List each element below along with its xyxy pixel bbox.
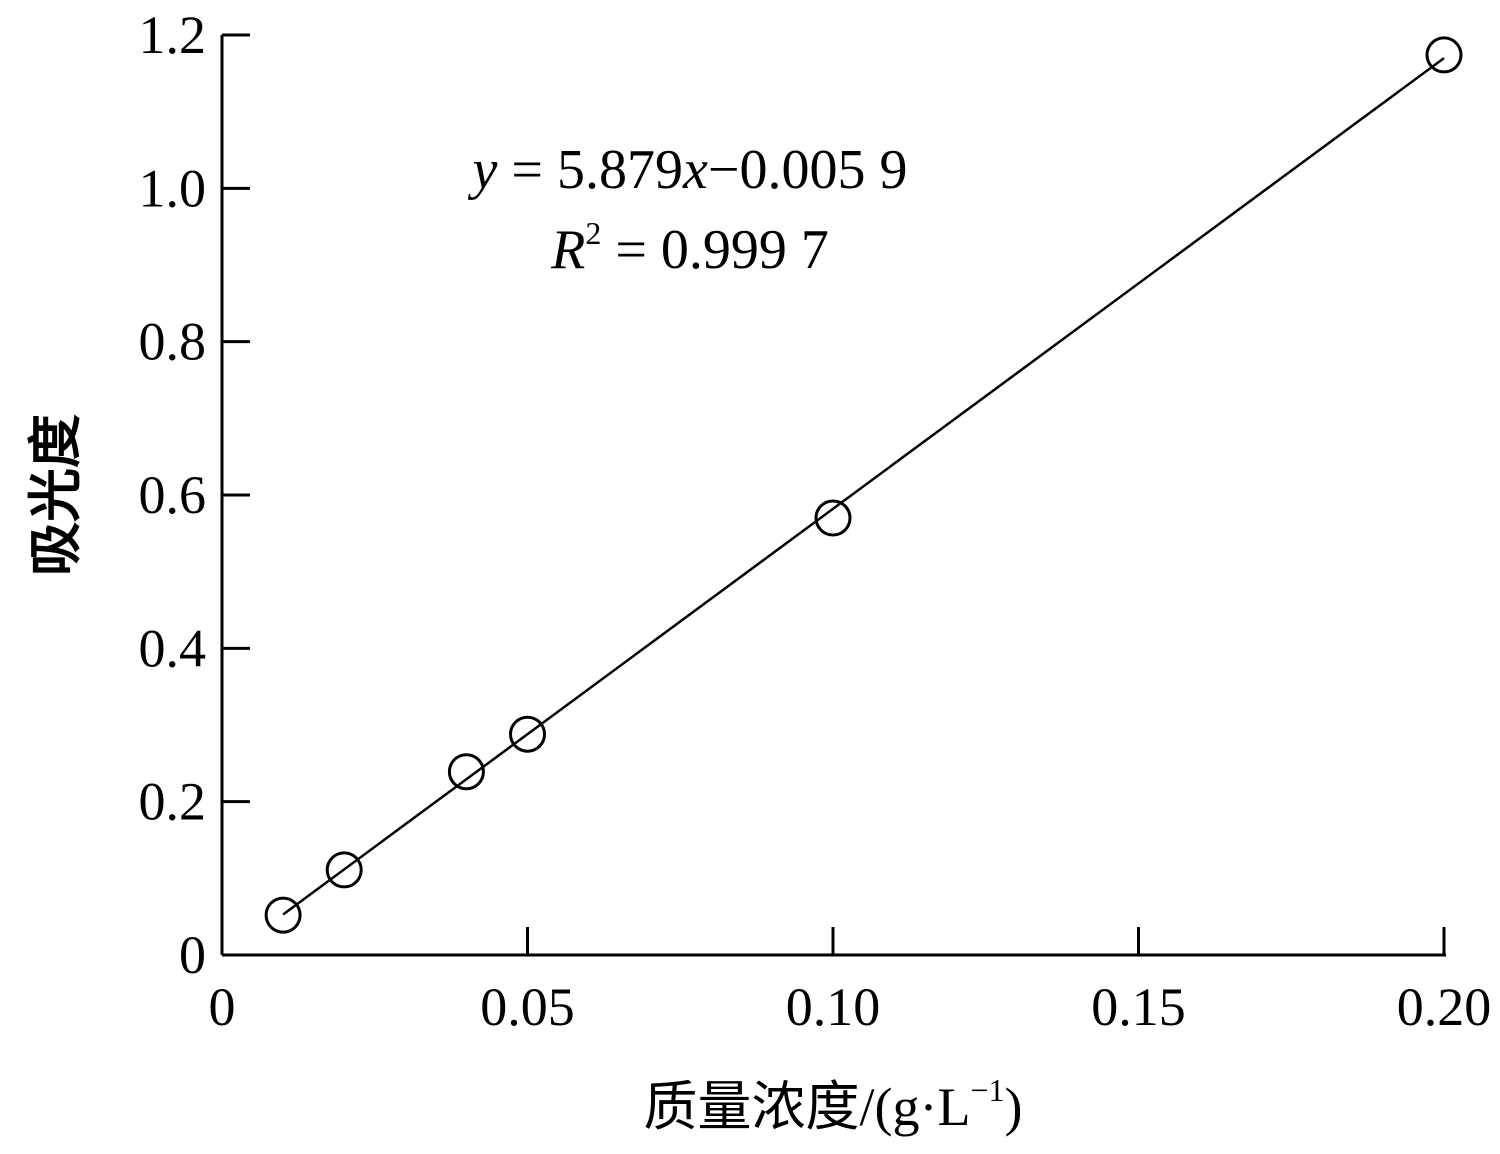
x-tick-label: 0.10 (786, 977, 881, 1037)
y-tick-label: 0.6 (139, 465, 207, 525)
y-axis-label: 吸光度 (24, 414, 87, 576)
r-squared-part: R (550, 219, 585, 281)
equation: y = 5.879x−0.005 9 (468, 139, 908, 201)
data-point (264, 896, 302, 934)
x-axis-label-part: ) (1005, 1077, 1023, 1137)
equation-part: = 5.879 (497, 139, 683, 201)
y-tick-label: 0.2 (139, 772, 207, 832)
y-tick-label: 1.2 (139, 5, 207, 65)
y-tick-label: 0.8 (139, 312, 207, 372)
equation-part: y (468, 139, 498, 201)
x-axis-label-part: −1 (970, 1072, 1004, 1108)
data-point (1425, 36, 1463, 74)
x-axis-label: 质量浓度/(g·L−1) (644, 1072, 1023, 1137)
y-tick-label: 0.4 (139, 618, 207, 678)
x-tick-label: 0.15 (1091, 977, 1186, 1037)
fit-line (282, 57, 1445, 916)
r-squared-part: = 0.999 7 (601, 219, 829, 281)
r-squared-part: 2 (585, 215, 601, 251)
r-squared: R2 = 0.999 7 (550, 215, 829, 281)
equation-part: −0.005 9 (708, 139, 908, 201)
data-point (325, 851, 363, 889)
data-point (814, 499, 852, 537)
x-tick-label: 0.05 (480, 977, 575, 1037)
data-point (509, 715, 546, 753)
y-tick-label: 1.0 (139, 158, 207, 218)
y-tick-label: 0 (179, 925, 206, 985)
data-point (447, 753, 485, 791)
x-tick-label: 0 (209, 977, 236, 1037)
x-axis-label-part: 质量浓度/(g·L (644, 1077, 971, 1137)
equation-part: x (682, 139, 708, 201)
x-tick-label: 0.20 (1397, 977, 1492, 1037)
